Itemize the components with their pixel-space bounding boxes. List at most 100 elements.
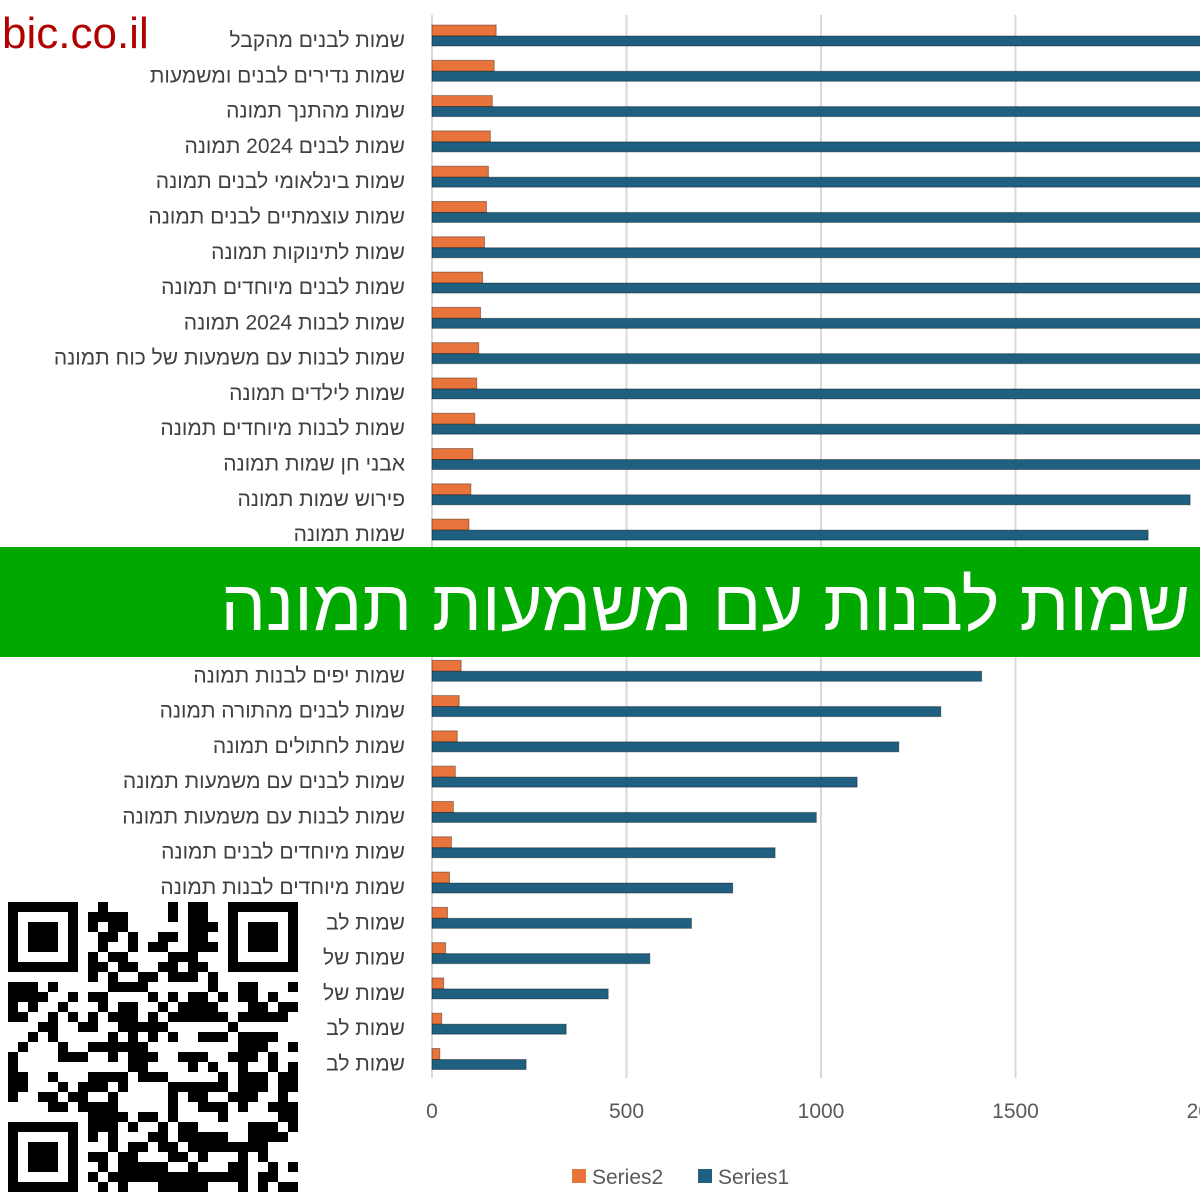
qr-module (248, 962, 258, 972)
qr-module (108, 1092, 118, 1102)
qr-module (198, 992, 208, 1002)
qr-module (98, 962, 108, 972)
qr-module (68, 1092, 78, 1102)
qr-module (168, 992, 178, 1002)
qr-module (68, 1012, 78, 1022)
qr-module (258, 1002, 268, 1012)
qr-module (158, 1182, 168, 1192)
qr-module (148, 1022, 158, 1032)
bar (431, 130, 491, 143)
qr-module (268, 1032, 278, 1042)
qr-module (218, 1132, 228, 1142)
qr-module (288, 902, 298, 912)
legend-label: Series1 (718, 1166, 789, 1189)
qr-module (198, 1172, 208, 1182)
qr-module (148, 1072, 158, 1082)
watermark: bic.co.il (2, 9, 149, 58)
qr-module (218, 1012, 228, 1022)
qr-module (58, 1082, 68, 1092)
qr-module (118, 912, 128, 922)
qr-module (88, 1132, 98, 1142)
qr-module (118, 952, 128, 962)
qr-module (228, 952, 238, 962)
qr-module (288, 1112, 298, 1122)
qr-module (238, 1032, 248, 1042)
qr-module (288, 1072, 298, 1082)
qr-module (168, 932, 178, 942)
qr-module (8, 1062, 18, 1072)
category-label: שמות לבנות עם משמעות של כוח תמונה (54, 347, 405, 370)
qr-module (8, 1082, 18, 1092)
qr-module (128, 962, 138, 972)
qr-module (248, 1132, 258, 1142)
qr-module (18, 1182, 28, 1192)
qr-module (258, 922, 268, 932)
qr-module (288, 942, 298, 952)
bar (431, 59, 495, 72)
category-label: שמות מהתנך תמונה (226, 100, 405, 123)
qr-module (8, 912, 18, 922)
qr-module (228, 912, 238, 922)
qr-module (288, 1162, 298, 1172)
qr-module (128, 1172, 138, 1182)
qr-module (88, 922, 98, 932)
qr-module (108, 972, 118, 982)
qr-module (38, 932, 48, 942)
qr-module (248, 992, 258, 1002)
qr-module (268, 1052, 278, 1062)
qr-module (158, 1002, 168, 1012)
qr-module (288, 922, 298, 932)
qr-module (168, 1152, 178, 1162)
qr-module (8, 1012, 18, 1022)
qr-module (68, 1182, 78, 1192)
category-label: שמות לילדים תמונה (229, 382, 405, 405)
qr-module (48, 1032, 58, 1042)
qr-module (158, 1072, 168, 1082)
qr-module (258, 942, 268, 952)
qr-module (68, 1172, 78, 1182)
bar (431, 1048, 441, 1060)
qr-module (88, 1172, 98, 1182)
qr-module (168, 1142, 178, 1152)
qr-module (158, 1162, 168, 1172)
qr-module (128, 1022, 138, 1032)
qr-module (118, 1112, 128, 1122)
qr-module (228, 1092, 238, 1102)
qr-module (198, 1052, 208, 1062)
qr-module (18, 982, 28, 992)
category-label: שמות לבנות מיוחדים תמונה (160, 417, 405, 440)
qr-module (198, 1152, 208, 1162)
bar (431, 271, 484, 284)
qr-module (198, 1132, 208, 1142)
qr-module (238, 962, 248, 972)
qr-module (228, 1022, 238, 1032)
qr-module (8, 962, 18, 972)
qr-module (288, 1102, 298, 1112)
qr-module (198, 902, 208, 912)
qr-module (68, 1142, 78, 1152)
qr-module (188, 1002, 198, 1012)
qr-module (268, 1132, 278, 1142)
qr-module (278, 902, 288, 912)
qr-module (138, 1062, 148, 1072)
category-label: שמות לבנות 2024 תמונה (184, 311, 405, 334)
bar (431, 1023, 567, 1035)
qr-module (138, 972, 148, 982)
qr-module (8, 1142, 18, 1152)
qr-module (48, 1142, 58, 1152)
qr-module (228, 942, 238, 952)
qr-module (88, 952, 98, 962)
qr-module (48, 932, 58, 942)
qr-module (188, 1162, 198, 1172)
bar (431, 882, 734, 894)
qr-module (78, 1052, 88, 1062)
qr-module (198, 1092, 208, 1102)
qr-module (288, 982, 298, 992)
qr-module (198, 1002, 208, 1012)
qr-module (268, 992, 278, 1002)
qr-module (168, 1092, 178, 1102)
qr-module (288, 912, 298, 922)
bar (431, 670, 983, 682)
qr-module (8, 902, 18, 912)
